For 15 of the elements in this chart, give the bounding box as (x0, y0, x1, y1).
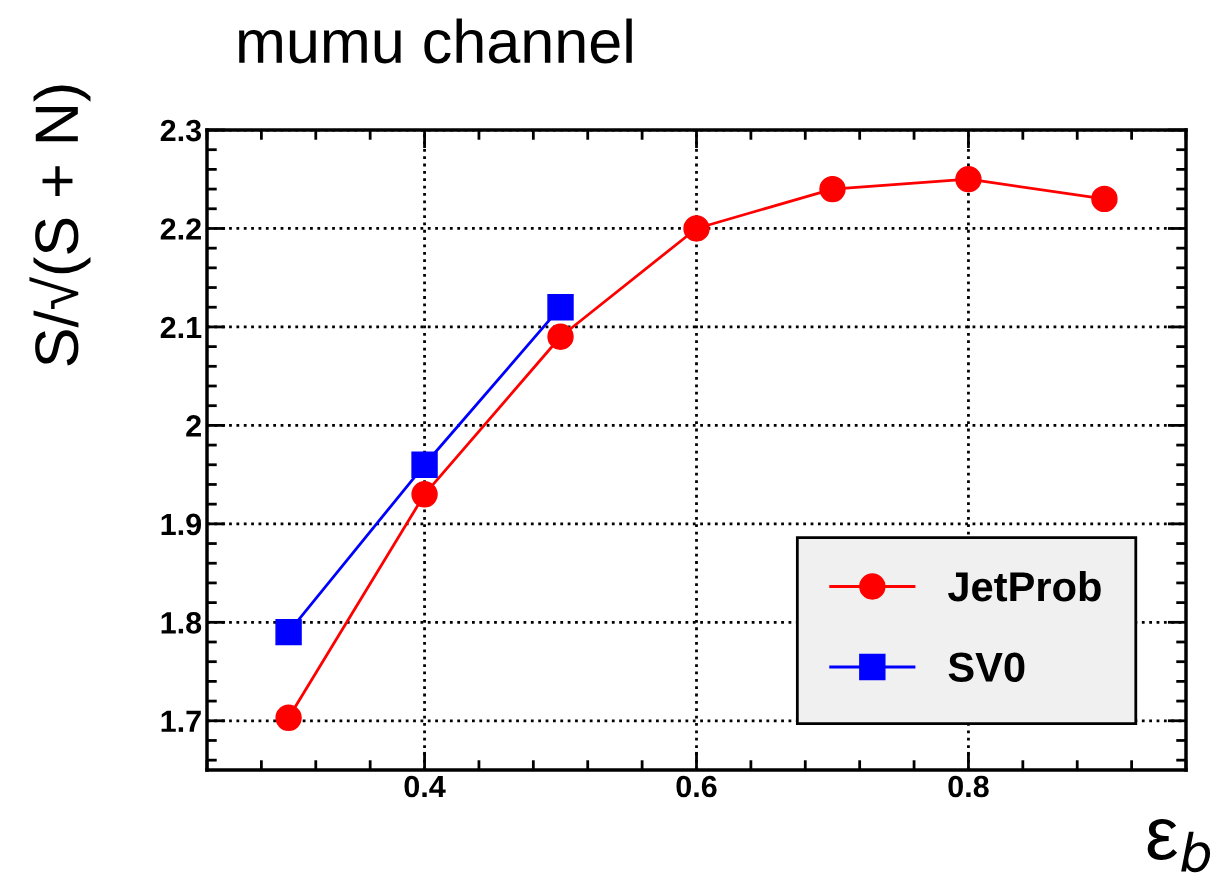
x-tick-label: 0.8 (948, 775, 989, 798)
y-tick-label: 1.7 (161, 710, 201, 732)
y-tick-label: 1.9 (161, 513, 202, 536)
x-axis-title: ε$_{b}$ (1147, 818, 1211, 873)
x-tick-label: 0.4 (404, 775, 446, 798)
legend-label: SV0 (948, 652, 1025, 682)
y-tick-label: 2.3 (160, 119, 202, 142)
y-axis-title: S/√(S + N) (29, 85, 91, 366)
y-tick-label: 2 (186, 415, 201, 437)
x-tick-label: 0.6 (676, 775, 717, 798)
legend-label: JetProb (947, 570, 1101, 602)
y-tick-label: 2.1 (160, 316, 202, 338)
y-tick-label: 1.8 (161, 612, 202, 634)
chart-title: mumu channel (239, 18, 632, 64)
y-tick-label: 2.2 (160, 218, 201, 240)
